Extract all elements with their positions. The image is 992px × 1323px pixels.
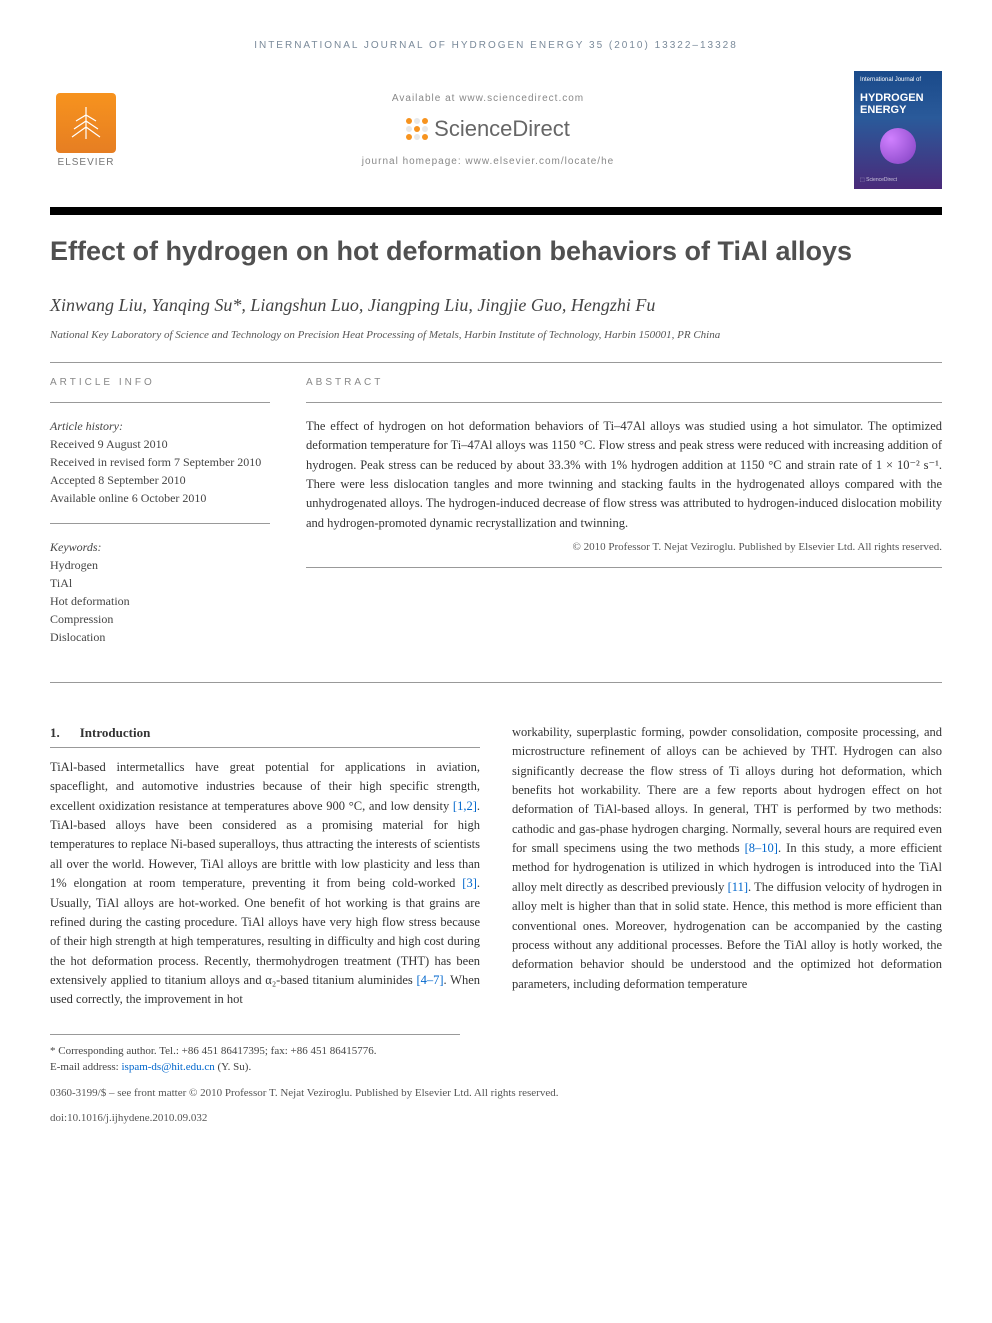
author-name: Yanqing Su [152,295,233,315]
citation-link[interactable]: [11] [728,880,748,894]
article-info-column: ARTICLE INFO Article history: Received 9… [50,377,270,662]
sd-dot [414,126,420,132]
body-column-left: 1. Introduction TiAl-based intermetallic… [50,723,480,1010]
body-paragraph: workability, superplastic forming, powde… [512,723,942,994]
author-name: Jiangping Liu [368,295,469,315]
sd-dot [422,126,428,132]
cover-graphic-icon [880,128,916,164]
cover-title-line2: ENERGY [860,104,936,116]
cover-top-line: International Journal of [860,77,936,83]
corresponding-contact: Tel.: +86 451 86417395; fax: +86 451 864… [159,1045,376,1057]
divider [306,567,942,568]
author-name: Hengzhi Fu [571,295,656,315]
issn-copyright-line: 0360-3199/$ – see front matter © 2010 Pr… [50,1086,942,1101]
history-revised: Received in revised form 7 September 201… [50,453,270,471]
info-abstract-row: ARTICLE INFO Article history: Received 9… [50,377,942,662]
corresponding-star-icon: * [232,295,241,315]
citation-link[interactable]: [3] [462,876,477,890]
abstract-heading: ABSTRACT [306,377,942,388]
sd-dot [406,126,412,132]
title-rule-bar [50,207,942,215]
article-title: Effect of hydrogen on hot deformation be… [50,235,942,267]
body-column-right: workability, superplastic forming, powde… [512,723,942,1010]
abstract-column: ABSTRACT The effect of hydrogen on hot d… [306,377,942,662]
section-number: 1. [50,723,60,743]
sd-dot [414,118,420,124]
history-label: Article history: [50,417,270,435]
keywords-label: Keywords: [50,538,270,556]
divider [50,523,270,524]
abstract-copyright: © 2010 Professor T. Nejat Veziroglu. Pub… [306,541,942,553]
section-title: Introduction [80,723,151,743]
abstract-text: The effect of hydrogen on hot deformatio… [306,417,942,533]
sciencedirect-logo: ScienceDirect [140,116,836,142]
journal-homepage-text: journal homepage: www.elsevier.com/locat… [140,156,836,167]
divider [50,682,942,683]
affiliation: National Key Laboratory of Science and T… [50,328,942,343]
author-name: Liangshun Luo [250,295,359,315]
corresponding-email-link[interactable]: ispam-ds@hit.edu.cn [121,1061,214,1073]
article-info-heading: ARTICLE INFO [50,377,270,388]
email-label: E-mail address: [50,1061,119,1073]
divider [306,402,942,403]
keywords-block: Keywords: HydrogenTiAlHot deformationCom… [50,538,270,646]
doi-line: doi:10.1016/j.ijhydene.2010.09.032 [50,1111,942,1126]
author-name: Xinwang Liu [50,295,143,315]
citation-link[interactable]: [4–7] [416,973,443,987]
divider [50,402,270,403]
divider [50,362,942,363]
elsevier-logo: ELSEVIER [50,93,122,168]
corresponding-label: * Corresponding author. [50,1045,157,1057]
masthead: ELSEVIER Available at www.sciencedirect.… [50,71,942,189]
history-accepted: Accepted 8 September 2010 [50,471,270,489]
elsevier-tree-icon [56,93,116,153]
author-name: Jingjie Guo [477,295,561,315]
sd-dot [422,118,428,124]
keyword: Compression [50,610,270,628]
sd-dot [414,134,420,140]
citation-link[interactable]: [1,2] [453,799,477,813]
author-list: Xinwang Liu, Yanqing Su*, Liangshun Luo,… [50,295,942,316]
available-at-text: Available at www.sciencedirect.com [140,93,836,104]
section-heading: 1. Introduction [50,723,480,748]
sd-dot [406,118,412,124]
sd-dot [406,134,412,140]
sciencedirect-name: ScienceDirect [434,116,570,142]
article-history: Article history: Received 9 August 2010 … [50,417,270,507]
running-head: INTERNATIONAL JOURNAL OF HYDROGEN ENERGY… [50,40,942,51]
history-online: Available online 6 October 2010 [50,489,270,507]
elsevier-name: ELSEVIER [58,157,115,168]
sd-dot [422,134,428,140]
citation-link[interactable]: [8–10] [745,841,778,855]
footnotes: * Corresponding author. Tel.: +86 451 86… [50,1034,460,1076]
body-paragraph: TiAl-based intermetallics have great pot… [50,758,480,1010]
cover-footer: ⬚ ScienceDirect [860,177,936,183]
journal-cover-thumbnail: International Journal of HYDROGEN ENERGY… [854,71,942,189]
masthead-center: Available at www.sciencedirect.com Scien… [140,93,836,167]
body-two-column: 1. Introduction TiAl-based intermetallic… [50,723,942,1010]
keyword: Hydrogen [50,556,270,574]
keyword: Hot deformation [50,592,270,610]
cover-title-line1: HYDROGEN [860,92,936,104]
keyword: Dislocation [50,628,270,646]
email-name: (Y. Su). [217,1061,251,1073]
keyword: TiAl [50,574,270,592]
history-received: Received 9 August 2010 [50,435,270,453]
sciencedirect-dots-icon [406,118,428,140]
